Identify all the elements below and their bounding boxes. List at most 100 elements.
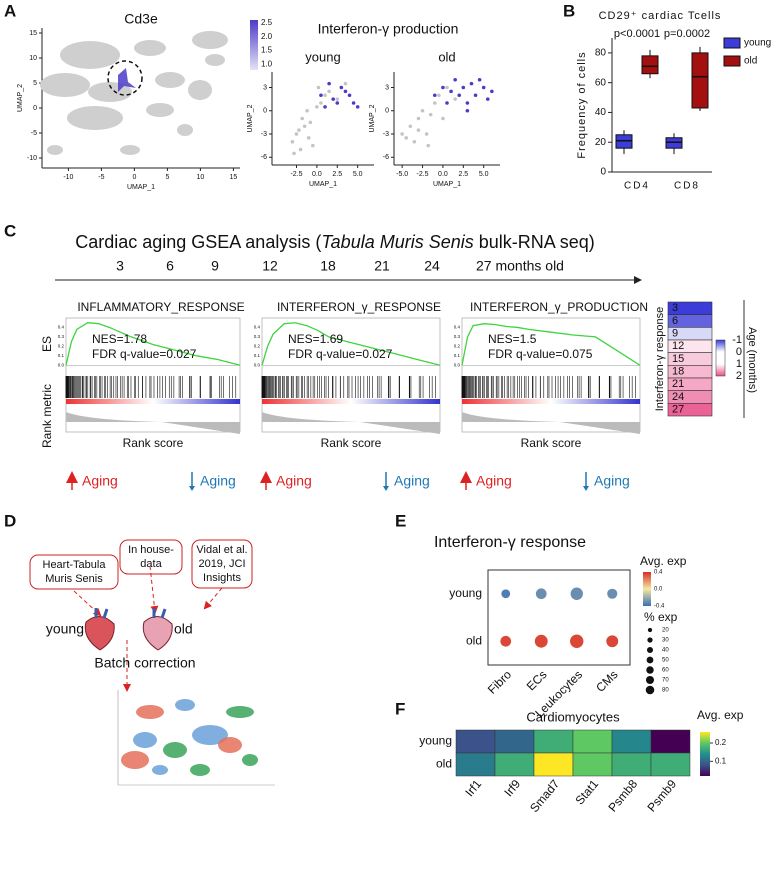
y-tick-label: -10 bbox=[27, 155, 37, 162]
cell-point bbox=[327, 81, 331, 86]
timeline-label: 12 bbox=[262, 258, 278, 274]
row-label: 15 bbox=[672, 353, 684, 365]
colorbar bbox=[700, 732, 710, 776]
x-tick-label: -10 bbox=[63, 174, 73, 181]
legend-label: old bbox=[744, 56, 757, 67]
source-label: Insights bbox=[203, 572, 241, 584]
heart bbox=[142, 616, 173, 651]
heart-vessel bbox=[152, 608, 167, 619]
group-label: old bbox=[174, 621, 193, 637]
y-tick-label: 0.3 bbox=[58, 334, 65, 339]
flow-arrow bbox=[203, 587, 223, 610]
colorbar-tick-label: 0.2 bbox=[715, 738, 727, 747]
y-tick-label: 3 bbox=[263, 84, 267, 91]
timeline-label: 21 bbox=[374, 258, 390, 274]
y-tick-label: 60 bbox=[595, 77, 607, 88]
x-axis-label: UMAP_1 bbox=[127, 184, 155, 191]
cell-point bbox=[297, 128, 301, 132]
dot bbox=[535, 588, 547, 600]
x-tick-label: 5 bbox=[165, 174, 169, 181]
legend-swatch bbox=[723, 55, 741, 67]
chart-title: Cd3e bbox=[124, 11, 158, 27]
cell-point bbox=[400, 132, 404, 136]
cell-cluster bbox=[67, 106, 123, 130]
cell-cluster bbox=[47, 145, 63, 155]
cell-point bbox=[308, 120, 313, 125]
panel-letter: E bbox=[395, 511, 406, 530]
source-label: In house- bbox=[128, 544, 174, 556]
source-label: data bbox=[140, 558, 162, 570]
es-curve bbox=[65, 322, 241, 366]
cell-point bbox=[351, 101, 356, 105]
cell-cluster bbox=[205, 54, 225, 66]
mini-cluster bbox=[136, 705, 164, 719]
dot bbox=[570, 634, 584, 648]
x-tick-label: 15 bbox=[230, 174, 238, 181]
size-key bbox=[646, 666, 654, 674]
row-label: 3 bbox=[672, 302, 678, 314]
direction-label: Aging bbox=[476, 473, 512, 489]
rank-bar bbox=[262, 399, 440, 404]
rank-area bbox=[262, 412, 440, 434]
y-axis-label: ES bbox=[40, 336, 54, 352]
heat-cell bbox=[494, 729, 535, 754]
cell-point bbox=[437, 93, 441, 98]
cell-point bbox=[347, 93, 352, 98]
y-tick-label: 0.3 bbox=[254, 334, 261, 339]
source-label: 2019, JCI bbox=[198, 558, 245, 570]
row-label: 18 bbox=[672, 366, 684, 378]
mini-cluster bbox=[175, 699, 195, 711]
heat-cell bbox=[611, 752, 652, 777]
y-axis-label: UMAP_2 bbox=[369, 104, 376, 132]
y-tick-label: 0.0 bbox=[254, 362, 261, 367]
x-tick-label: 0.0 bbox=[438, 171, 448, 178]
size-key bbox=[647, 627, 653, 633]
x-tick-label: Psmb9 bbox=[644, 777, 679, 815]
highlight-ring bbox=[107, 60, 143, 96]
title-part: Cardiac aging GSEA analysis ( bbox=[75, 232, 321, 252]
cell-point bbox=[302, 124, 307, 129]
x-axis-label: Rank score bbox=[123, 436, 184, 450]
mini-cluster bbox=[242, 754, 258, 766]
x-tick-label: -2.5 bbox=[417, 171, 429, 178]
colorbar-tick-label: -0.4 bbox=[654, 604, 665, 610]
step-label: Batch correction bbox=[94, 655, 195, 671]
cell-cluster bbox=[192, 31, 228, 49]
panel-letter: C bbox=[4, 221, 16, 240]
y-tick-label: 0.4 bbox=[58, 325, 65, 330]
annotation: FDR q-value=0.075 bbox=[488, 347, 593, 361]
cell-point bbox=[453, 97, 457, 101]
x-axis-label: Rank score bbox=[321, 436, 382, 450]
direction-label: Aging bbox=[394, 473, 430, 489]
y-tick-label: 0 bbox=[385, 108, 389, 115]
y-tick-label: 0.0 bbox=[454, 362, 461, 367]
dot bbox=[570, 587, 583, 600]
legend-swatch bbox=[723, 37, 741, 49]
row-label: 24 bbox=[672, 391, 684, 403]
colorbar-tick-label: 1.0 bbox=[261, 60, 273, 69]
mini-cluster bbox=[163, 742, 187, 758]
size-label: 80 bbox=[662, 688, 669, 694]
plot-frame bbox=[65, 317, 241, 433]
cell-cluster bbox=[177, 124, 193, 136]
y-tick-label: 0.1 bbox=[58, 353, 65, 358]
row-label: 12 bbox=[672, 340, 684, 352]
dot bbox=[606, 635, 619, 648]
down-head bbox=[583, 486, 589, 491]
row-label: 6 bbox=[672, 315, 678, 327]
highlight-cluster bbox=[118, 68, 136, 92]
x-tick-label: 5.0 bbox=[479, 171, 489, 178]
chart-title: Cardiomyocytes bbox=[526, 709, 620, 724]
box bbox=[691, 52, 709, 109]
colorbar-label: Avg. exp bbox=[697, 708, 744, 722]
cell-point bbox=[316, 85, 321, 90]
chart-title: CD29⁺ cardiac Tcells bbox=[599, 10, 722, 22]
colorbar-tick-label: 0.4 bbox=[654, 570, 663, 576]
heat-cell bbox=[572, 729, 613, 754]
cell-cluster bbox=[155, 72, 185, 88]
cell-point bbox=[323, 105, 327, 109]
size-key bbox=[645, 685, 655, 695]
y-tick-label: 10 bbox=[29, 55, 37, 62]
cell-point bbox=[292, 151, 296, 156]
cell-point bbox=[445, 85, 449, 90]
